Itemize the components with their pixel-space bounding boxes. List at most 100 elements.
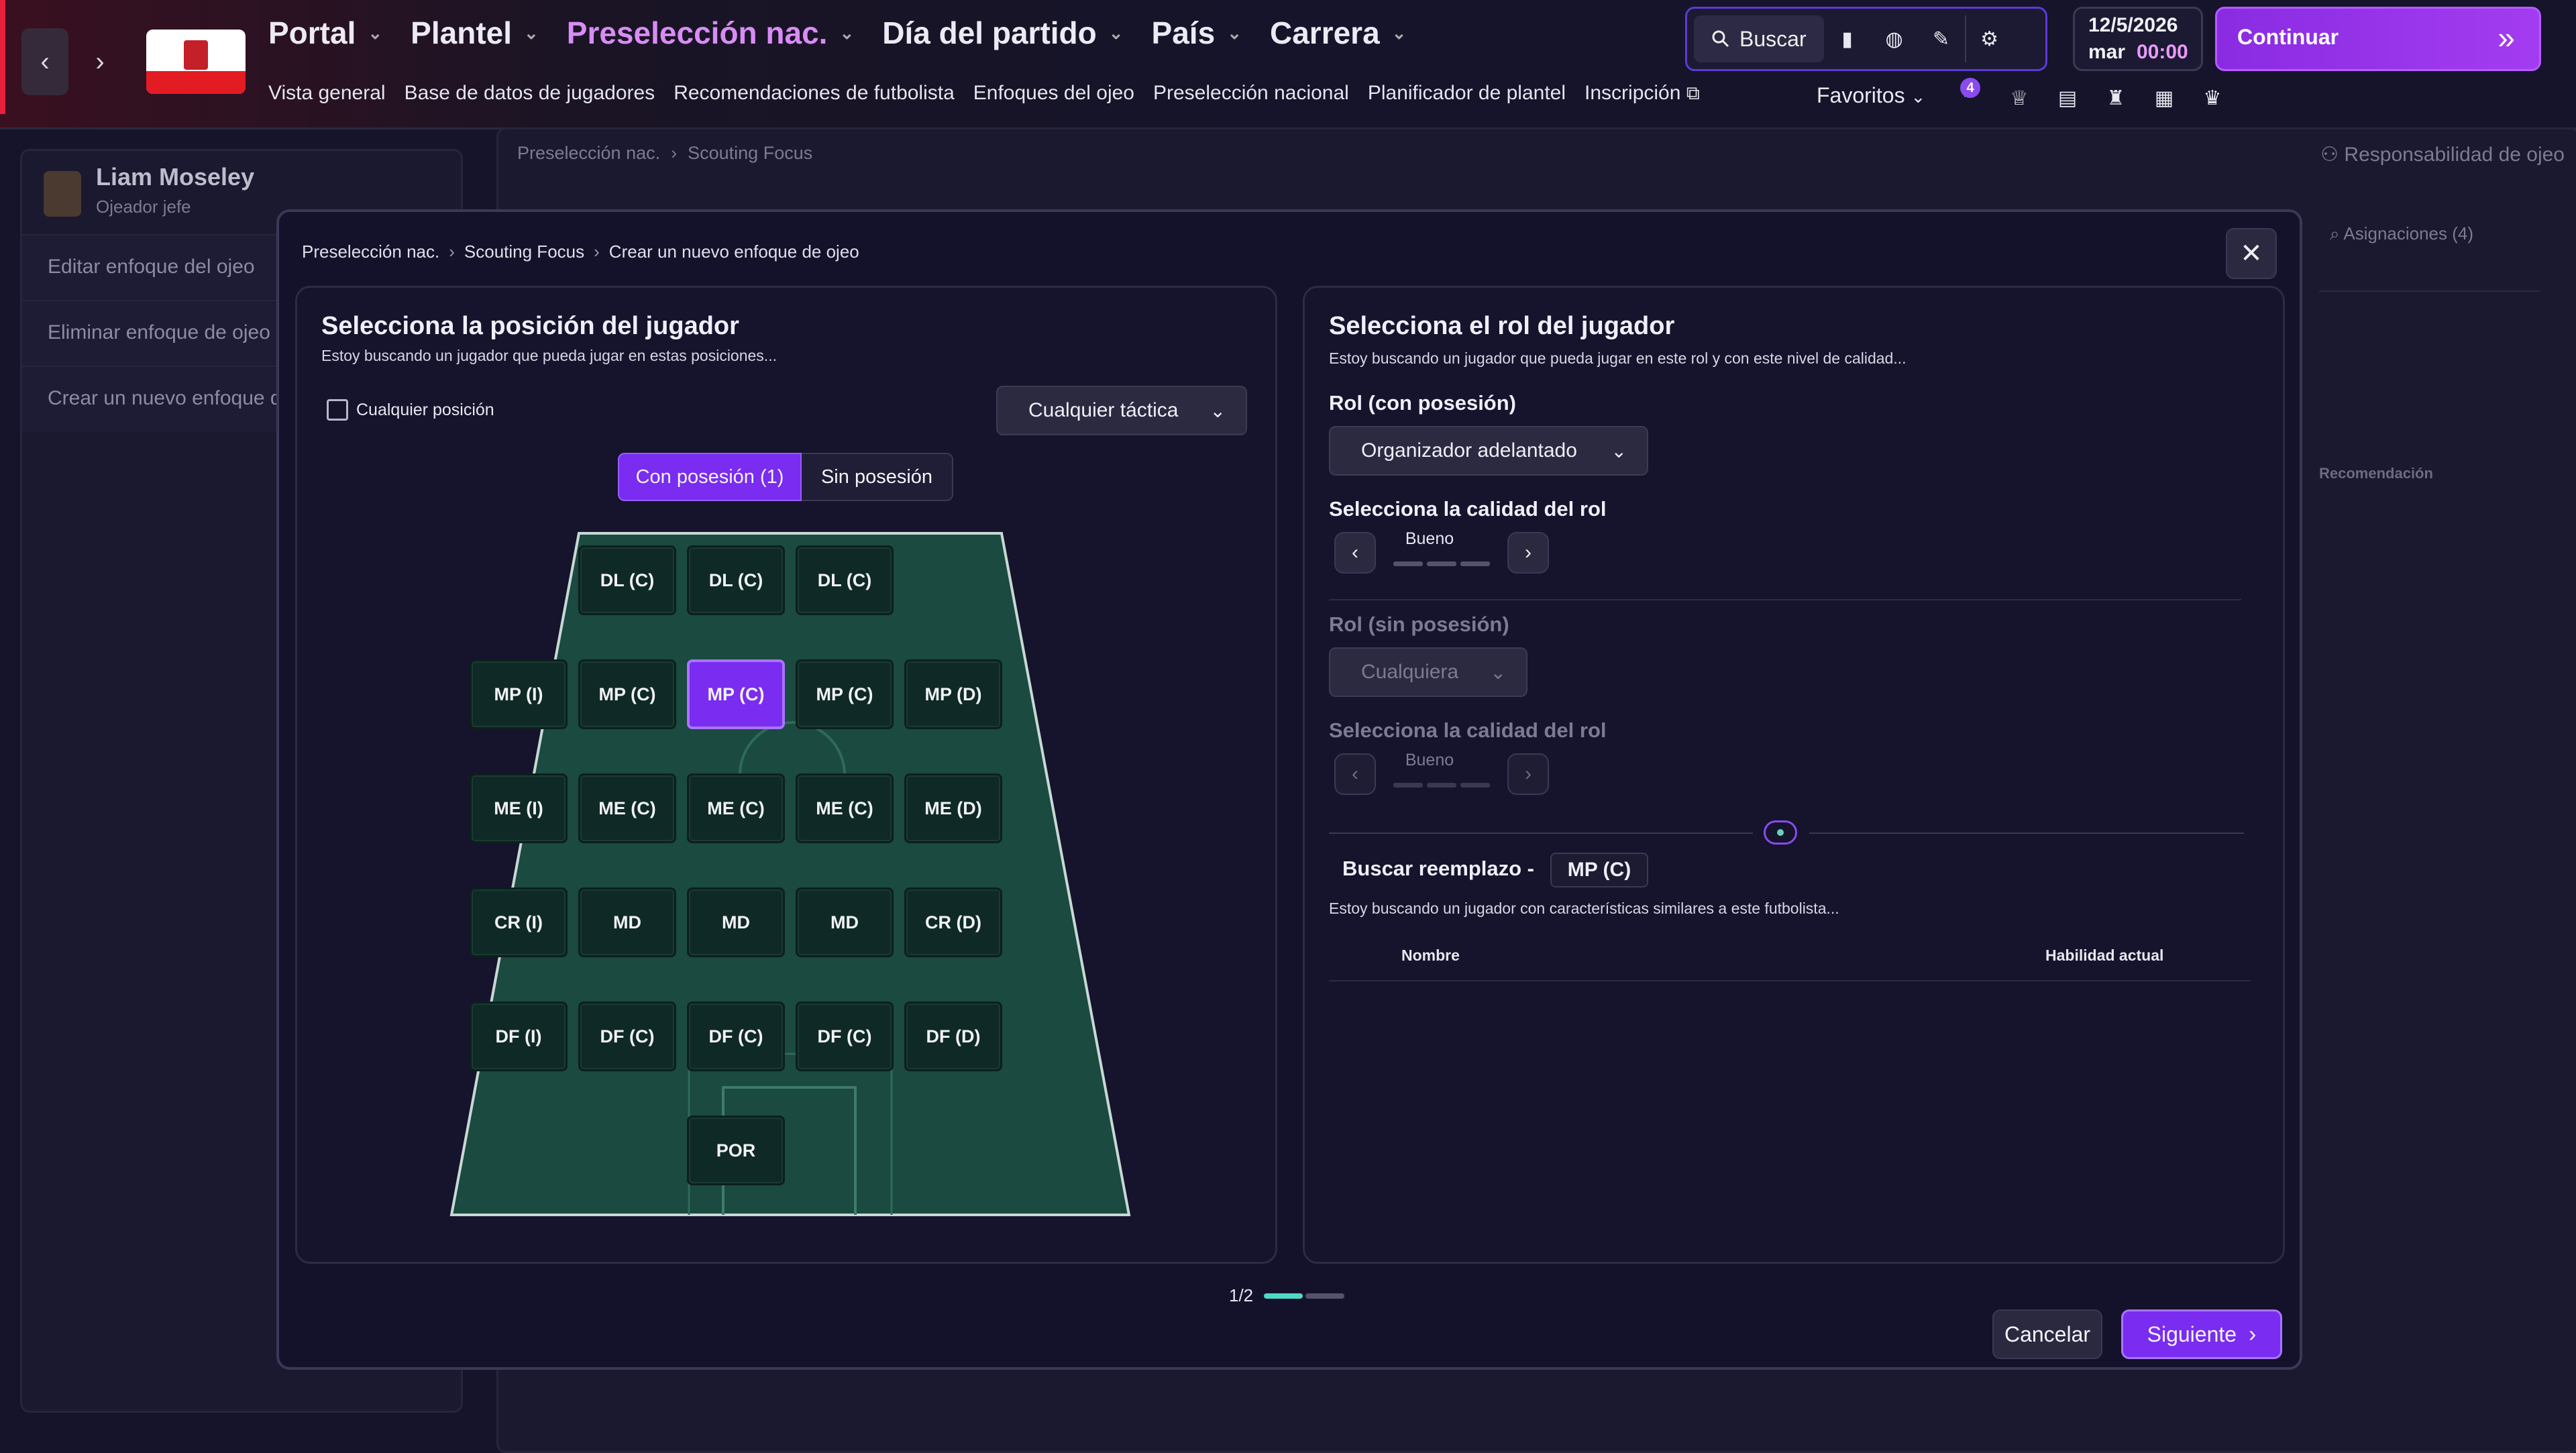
position-mp-c[interactable]: MP (C) xyxy=(578,659,676,729)
position-md[interactable]: MD xyxy=(796,887,894,957)
avatar xyxy=(44,171,81,217)
tactic-dropdown[interactable]: Cualquier táctica ⌄ xyxy=(996,386,1247,435)
search-button[interactable]: Buscar xyxy=(1694,15,1824,62)
position-df-c[interactable]: DF (C) xyxy=(687,1002,785,1071)
replacement-label: Buscar reemplazo - xyxy=(1342,857,1534,880)
chevron-right-icon: › xyxy=(95,46,105,76)
tab-out-possession[interactable]: Sin posesión xyxy=(802,453,953,501)
position-df-i[interactable]: DF (I) xyxy=(470,1002,568,1071)
search-icon: ⌕ xyxy=(2330,223,2340,244)
page-progress xyxy=(1264,1293,1344,1299)
position-df-c[interactable]: DF (C) xyxy=(578,1002,676,1071)
menu-preseleccion[interactable]: Preselección nac. ⌄ xyxy=(566,15,855,50)
next-button[interactable]: Siguiente › xyxy=(2121,1309,2282,1359)
quality-label: Selecciona la calidad del rol xyxy=(1329,497,1607,521)
checkbox-box[interactable] xyxy=(327,399,348,421)
forward-button[interactable]: › xyxy=(76,28,123,95)
chevron-right-icon: › xyxy=(1525,763,1532,785)
quality-next-button[interactable]: › xyxy=(1507,532,1549,574)
possession-tabs: Con posesión (1) Sin posesión xyxy=(618,453,953,501)
quality-next-button-2[interactable]: › xyxy=(1507,753,1549,795)
trophy-icon[interactable]: ♛ xyxy=(2203,87,2222,109)
assignments-button[interactable]: ⌕ Asignaciones (4) xyxy=(2330,223,2474,244)
divider xyxy=(1329,832,1753,834)
replacement-position-badge: MP (C) xyxy=(1550,853,1648,887)
position-me-d[interactable]: ME (D) xyxy=(904,773,1002,843)
menu-carrera[interactable]: Carrera ⌄ xyxy=(1269,15,1407,50)
position-dl-c[interactable]: DL (C) xyxy=(687,545,785,615)
column-header-ability[interactable]: Habilidad actual xyxy=(2045,947,2164,964)
breadcrumb-item[interactable]: Preselección nac. xyxy=(517,143,661,163)
quality-label-2: Selecciona la calidad del rol xyxy=(1329,718,1607,742)
quality-prev-button[interactable]: ‹ xyxy=(1334,532,1376,574)
breadcrumb-item[interactable]: Scouting Focus xyxy=(464,241,585,262)
submenu-vista-general[interactable]: Vista general xyxy=(268,82,386,104)
role-out-possession-dropdown[interactable]: Cualquiera ⌄ xyxy=(1329,647,1527,697)
gear-icon[interactable]: ⚙ xyxy=(1964,15,2013,62)
tab-in-possession[interactable]: Con posesión (1) xyxy=(618,453,802,501)
position-cr-d[interactable]: CR (D) xyxy=(904,887,1002,957)
chevron-down-icon: ⌄ xyxy=(1911,87,1926,107)
globe-icon[interactable]: ◍ xyxy=(1885,28,1903,50)
weekday-text: mar xyxy=(2088,41,2126,63)
chevron-right-icon: › xyxy=(2249,1321,2257,1347)
position-mp-i[interactable]: MP (I) xyxy=(470,659,568,729)
top-bar: ‹ › Portal ⌄ Plantel ⌄ Preselección nac. ⌄ … xyxy=(0,0,2576,129)
document-icon[interactable]: ▦ xyxy=(2154,87,2174,109)
date-text: 12/5/2026 xyxy=(2088,14,2178,36)
bookmark-icon[interactable]: ▮ xyxy=(1841,28,1853,50)
submenu-enfoques[interactable]: Enfoques del ojeo xyxy=(973,82,1134,104)
position-me-i[interactable]: ME (I) xyxy=(470,773,568,843)
breadcrumb-item[interactable]: Scouting Focus xyxy=(688,143,813,163)
date-box[interactable]: 12/5/2026 mar 00:00 xyxy=(2073,7,2203,71)
position-dl-c[interactable]: DL (C) xyxy=(796,545,894,615)
role-out-possession-label: Rol (sin posesión) xyxy=(1329,612,1509,636)
close-button[interactable]: ✕ xyxy=(2226,228,2277,279)
back-button[interactable]: ‹ xyxy=(21,28,68,95)
position-md[interactable]: MD xyxy=(687,887,785,957)
edit-icon[interactable]: ✎ xyxy=(1933,28,1950,50)
any-position-checkbox[interactable]: Cualquier posición xyxy=(327,399,494,421)
position-me-c[interactable]: ME (C) xyxy=(687,773,785,843)
position-df-d[interactable]: DF (D) xyxy=(904,1002,1002,1071)
cancel-button[interactable]: Cancelar xyxy=(1992,1309,2102,1359)
role-in-possession-dropdown[interactable]: Organizador adelantado ⌄ xyxy=(1329,426,1648,476)
position-md[interactable]: MD xyxy=(578,887,676,957)
breadcrumb-item[interactable]: Preselección nac. xyxy=(302,241,440,262)
scout-icon[interactable]: ♜ xyxy=(2106,87,2125,109)
position-dl-c[interactable]: DL (C) xyxy=(578,545,676,615)
breadcrumb-current: Crear un nuevo enfoque de ojeo xyxy=(608,241,859,262)
divider xyxy=(2319,290,2540,292)
position-mp-c[interactable]: MP (C) xyxy=(796,659,894,729)
chevron-left-icon: ‹ xyxy=(40,46,50,76)
menu-portal[interactable]: Portal ⌄ xyxy=(268,15,383,50)
menu-plantel[interactable]: Plantel ⌄ xyxy=(411,15,539,50)
quality-bars-2 xyxy=(1393,783,1490,788)
position-me-c[interactable]: ME (C) xyxy=(796,773,894,843)
quality-prev-button-2[interactable]: ‹ xyxy=(1334,753,1376,795)
chevron-down-icon: ⌄ xyxy=(1611,440,1627,462)
submenu-inscripcion[interactable]: Inscripción ⧉ xyxy=(1585,82,1700,104)
column-header-name[interactable]: Nombre xyxy=(1401,947,1460,964)
main-menu: Portal ⌄ Plantel ⌄ Preselección nac. ⌄ Día … xyxy=(268,15,1406,51)
position-me-c[interactable]: ME (C) xyxy=(578,773,676,843)
responsibility-button[interactable]: ⚇ Responsabilidad de ojeo xyxy=(2320,144,2565,166)
position-df-c[interactable]: DF (C) xyxy=(796,1002,894,1071)
submenu-planificador[interactable]: Planificador de plantel xyxy=(1367,82,1566,104)
favorites-dropdown[interactable]: Favoritos ⌄ xyxy=(1817,83,1926,107)
role-card: Selecciona el rol del jugador Estoy busc… xyxy=(1303,286,2285,1264)
nation-flag[interactable] xyxy=(146,30,246,94)
board-icon[interactable]: ▤ xyxy=(2057,87,2078,109)
menu-dia-partido[interactable]: Día del partido ⌄ xyxy=(882,15,1124,50)
submenu-recomendaciones[interactable]: Recomendaciones de futbolista xyxy=(674,82,955,104)
shirt-icon[interactable]: ♕ xyxy=(2010,87,2029,109)
submenu-preseleccion[interactable]: Preselección nacional xyxy=(1152,82,1349,104)
continue-button[interactable]: Continuar » xyxy=(2215,7,2541,71)
scout-icon: ⚇ xyxy=(2320,144,2339,166)
menu-pais[interactable]: País ⌄ xyxy=(1151,15,1242,50)
submenu-base-datos[interactable]: Base de datos de jugadores xyxy=(404,82,655,104)
position-cr-i[interactable]: CR (I) xyxy=(470,887,568,957)
position-mp-c[interactable]: MP (C) xyxy=(687,659,785,729)
position-por[interactable]: POR xyxy=(687,1116,785,1185)
position-mp-d[interactable]: MP (D) xyxy=(904,659,1002,729)
